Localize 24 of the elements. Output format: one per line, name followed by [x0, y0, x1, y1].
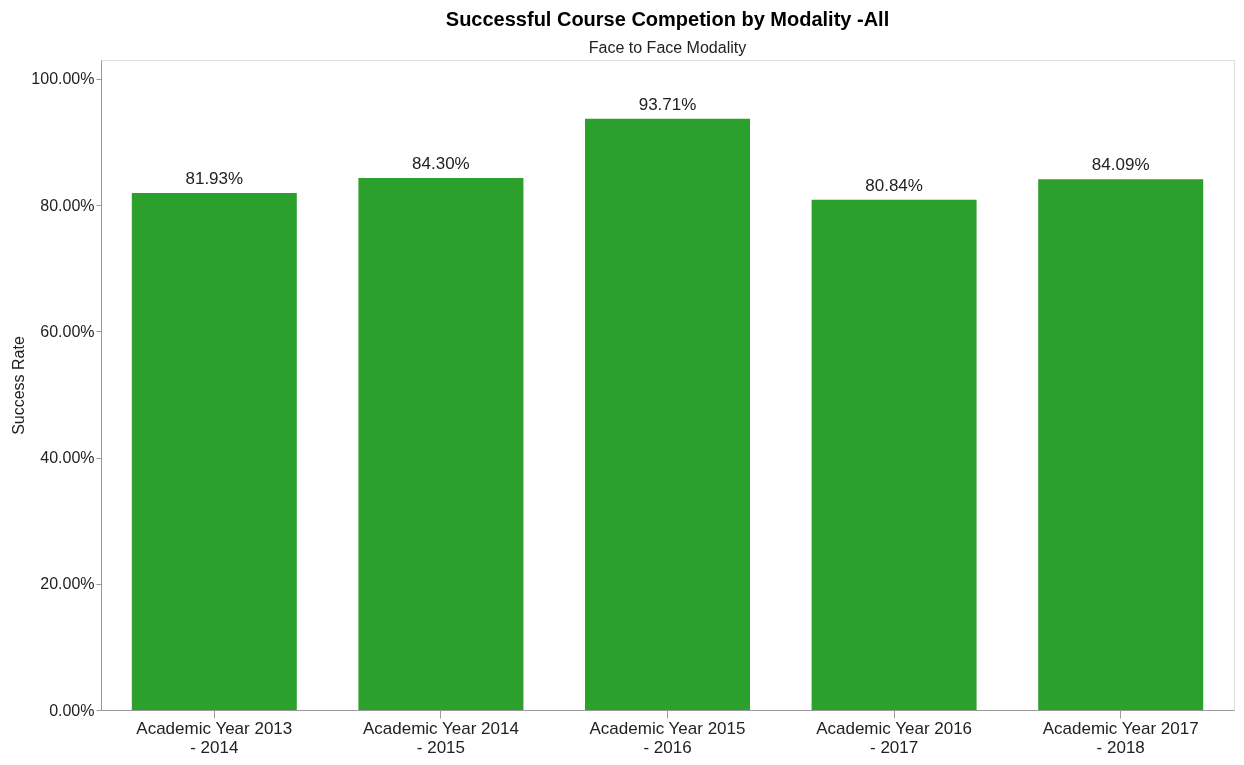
y-tick-label: 40.00% — [40, 449, 95, 467]
x-tick-label: Academic Year 2015 - 2016 — [589, 718, 746, 757]
x-tick-label: Academic Year 2014 - 2015 — [362, 718, 519, 757]
chart-title: Successful Course Competion by Modality -All — [445, 8, 890, 30]
y-tick-label: 20.00% — [40, 575, 95, 593]
bar — [358, 178, 524, 710]
data-label: 84.09% — [1091, 155, 1150, 175]
bar — [1038, 179, 1204, 710]
y-tick-label: 80.00% — [40, 196, 95, 214]
chart-subtitle: Face to Face Modality — [588, 39, 747, 56]
data-label: 93.71% — [638, 94, 697, 114]
data-label: 81.93% — [185, 168, 244, 188]
bar — [131, 192, 297, 710]
y-tick-label: 0.00% — [49, 701, 95, 719]
y-axis-title: Success Rate — [10, 336, 28, 435]
y-tick-label: 60.00% — [40, 322, 95, 340]
data-label: 80.84% — [865, 175, 923, 195]
x-tick-label: Academic Year 2017 - 2018 — [1042, 718, 1199, 757]
bar — [585, 118, 750, 710]
x-tick-label: Academic Year 2016 - 2017 — [816, 718, 973, 757]
bar — [811, 199, 977, 710]
y-tick-label: 100.00% — [31, 70, 95, 88]
x-tick-label: Academic Year 2013 - 2014 — [136, 718, 293, 757]
data-label: 84.30% — [412, 154, 470, 174]
